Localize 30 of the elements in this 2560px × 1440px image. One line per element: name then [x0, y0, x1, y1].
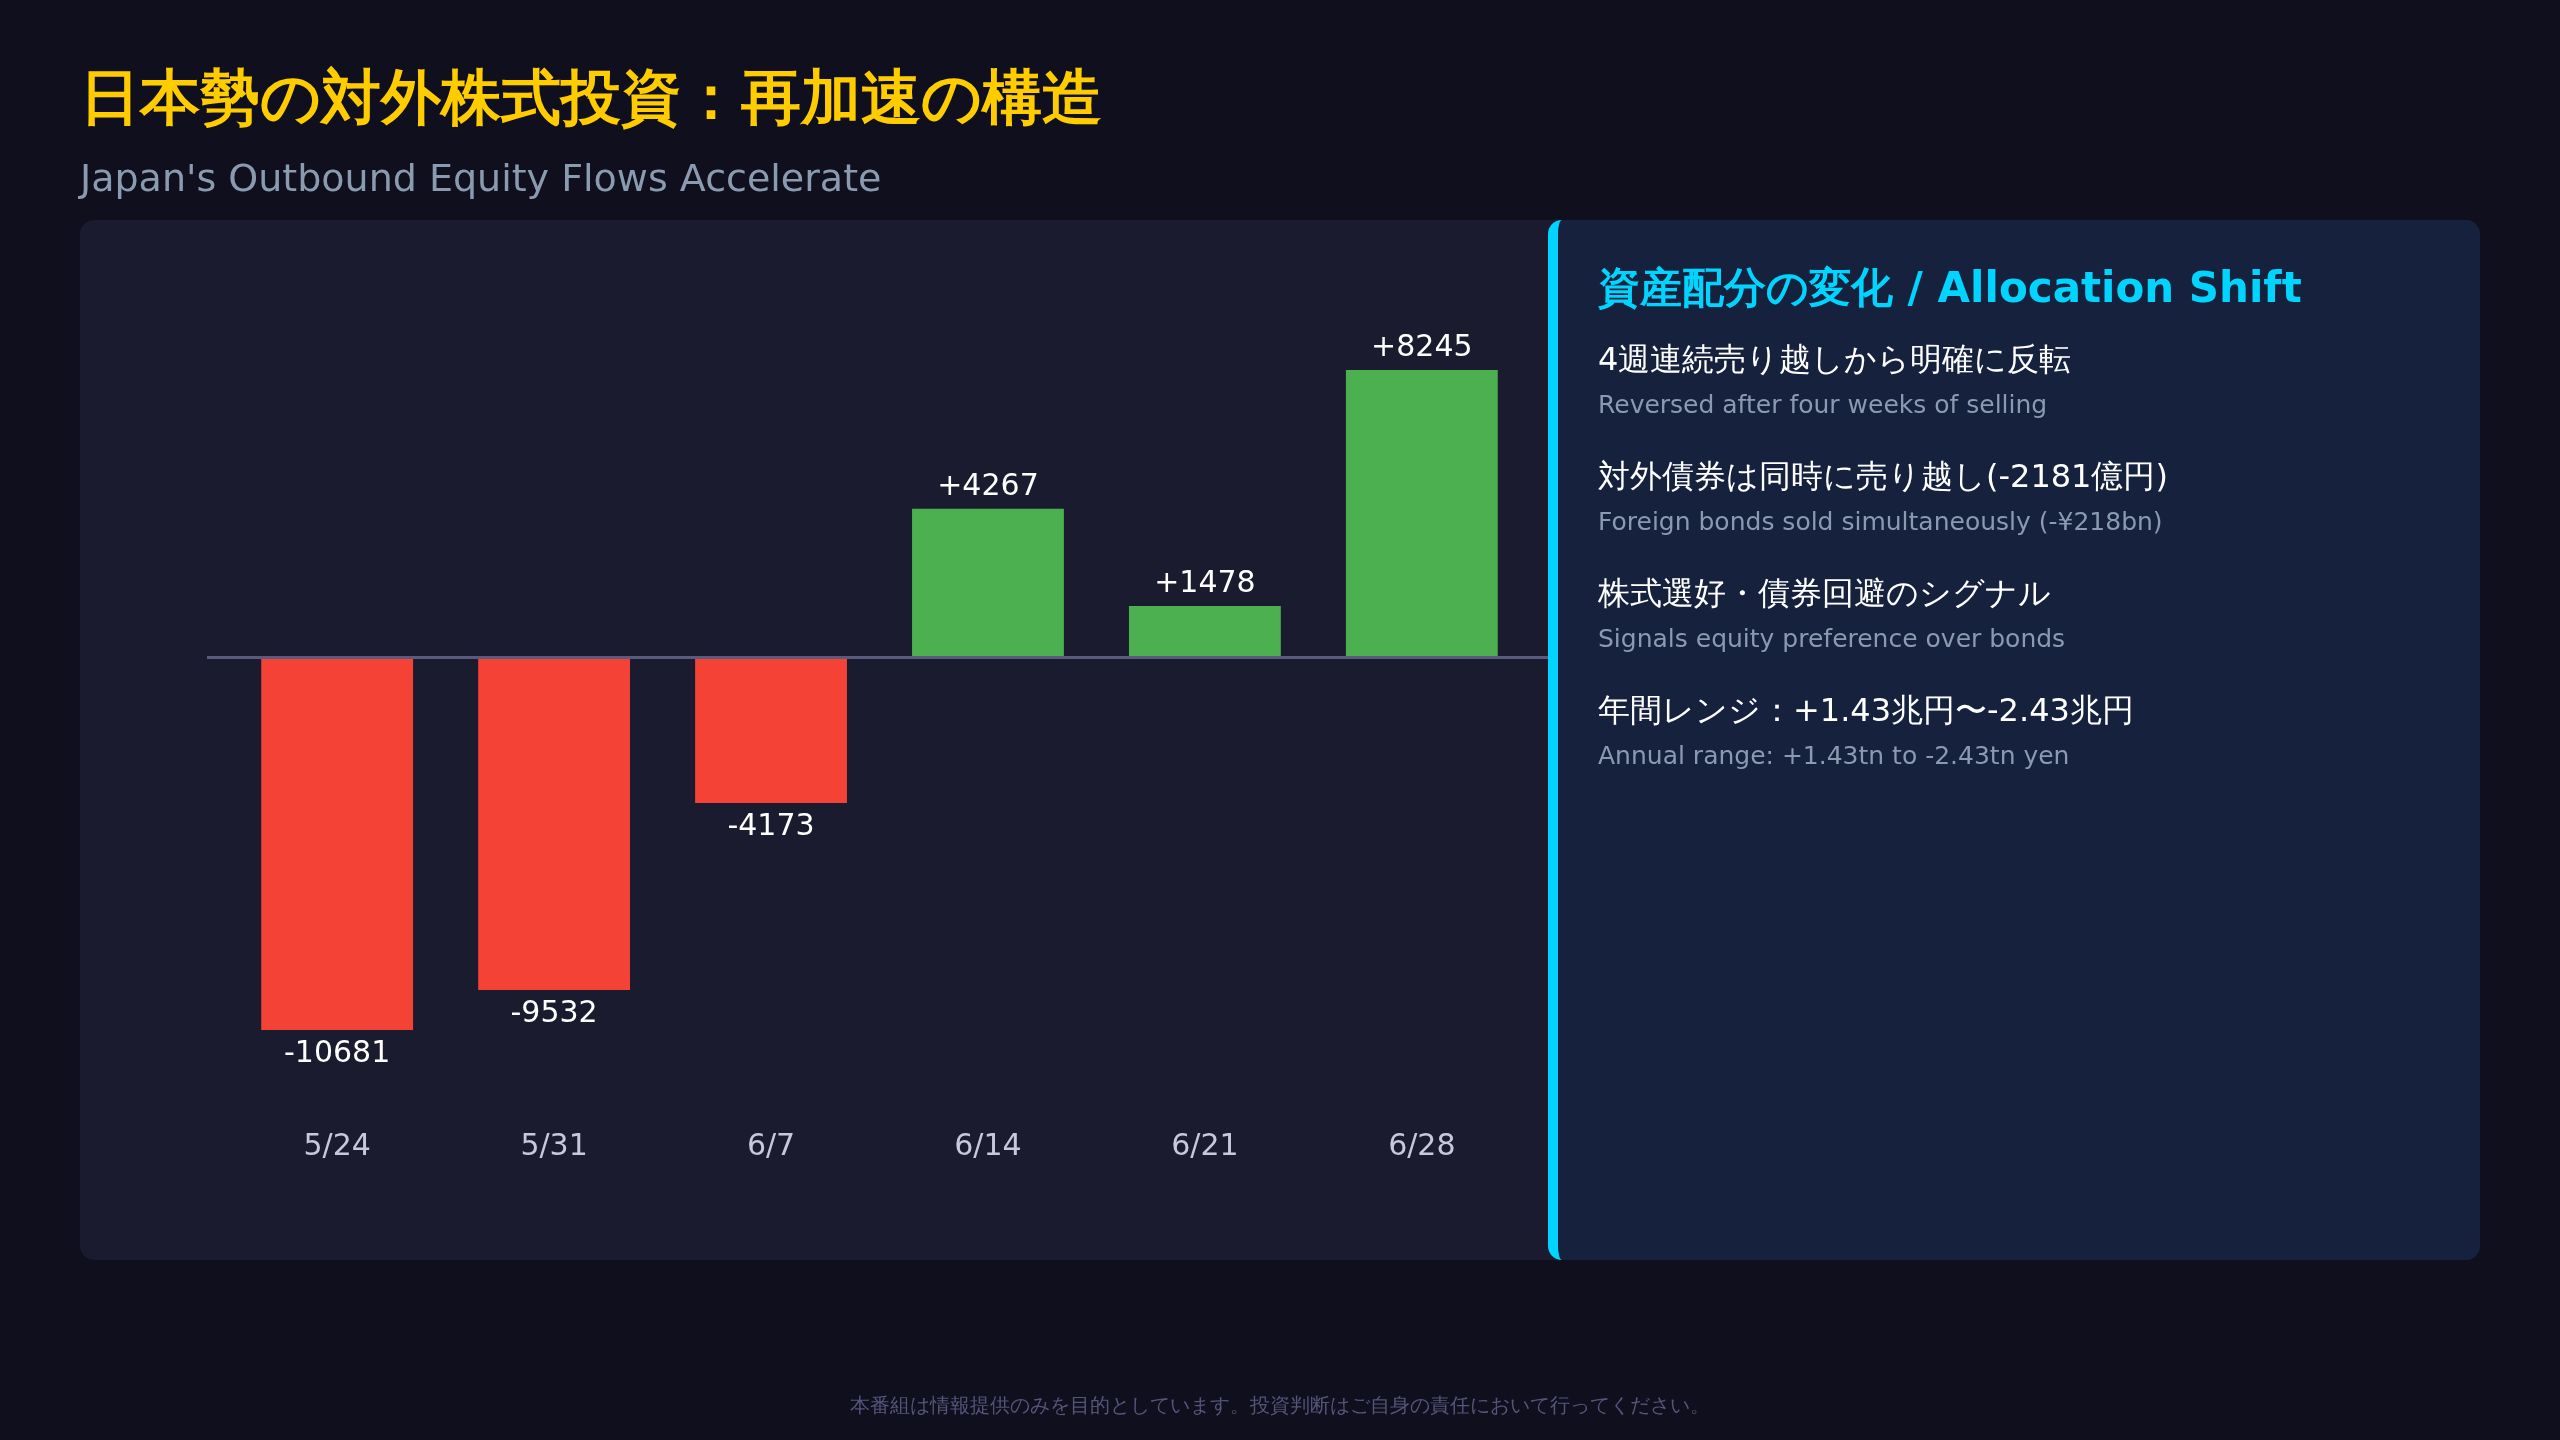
text: 4週連続売り越しから明確に反転: [1598, 339, 2073, 380]
text: 本番組は情報提供のみを目的としています。投資判断はご自身の責任において行ってください。: [849, 1392, 1711, 1419]
data-label: +8245: [1371, 328, 1473, 363]
x-tick-label: 5/31: [520, 1126, 588, 1162]
data-label: -4173: [727, 807, 815, 843]
bar: [1345, 370, 1498, 658]
bar: [1128, 605, 1281, 658]
x-tick-label: 5/24: [303, 1126, 371, 1162]
text: Annual range: +1.43tn to -2.43tn yen: [1598, 741, 2071, 770]
x-tick-label: 6/28: [1388, 1126, 1456, 1162]
text: 資産配分の変化 / Allocation Shift: [1598, 262, 2303, 314]
data-label: -9532: [510, 993, 598, 1029]
text: 年間レンジ：+1.43兆円〜-2.43兆円: [1598, 690, 2135, 731]
data-label: -10681: [284, 1034, 391, 1069]
x-tick-label: 6/21: [1171, 1126, 1239, 1162]
bar: [478, 657, 631, 990]
text: Foreign bonds sold simultaneously (-¥218bn): [1598, 507, 2164, 536]
text: 株式選好・債券回避のシグナル: [1598, 573, 2052, 614]
bar: [695, 657, 847, 804]
text: Reversed after four weeks of selling: [1598, 390, 2049, 419]
x-tick-label: 6/7: [746, 1126, 796, 1162]
data-label: +4267: [937, 466, 1039, 502]
chart-subtitle: Japan's Outbound Equity Flows Accelerate: [80, 156, 882, 200]
data-label: +1478: [1154, 563, 1256, 599]
chart-title: 日本勢の対外株式投資：再加速の構造: [80, 61, 1102, 134]
x-tick-label: 6/14: [954, 1126, 1022, 1162]
bar: [912, 508, 1064, 658]
text: 対外債券は同時に売り越し(-2181億円): [1598, 456, 2169, 497]
text: Signals equity preference over bonds: [1598, 624, 2067, 653]
bar: [261, 657, 414, 1030]
